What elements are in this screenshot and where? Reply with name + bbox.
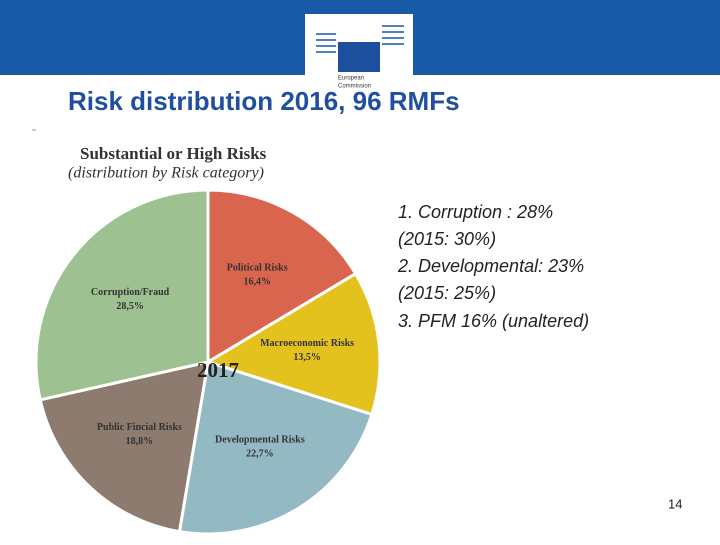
center-label: 2017	[197, 358, 239, 382]
logo-building	[316, 25, 404, 53]
slice-value: 28,5%	[116, 301, 144, 312]
slice-label: Public Fincial Risks	[97, 422, 182, 433]
chart-title: Substantial or High Risks	[80, 144, 267, 163]
note: 3. PFM 16% (unaltered)	[398, 311, 589, 331]
note: (2015: 25%)	[398, 283, 496, 303]
logo-text: Commission	[338, 84, 371, 90]
page-number: 14	[668, 496, 682, 511]
pie-slice	[204, 271, 382, 417]
note: 1. Corruption : 28%	[398, 202, 553, 222]
slice-value: 13,5%	[293, 352, 321, 363]
slice-value: 16,4%	[243, 277, 271, 288]
pie-slice	[34, 188, 210, 402]
logo-flag	[338, 42, 380, 72]
slice-value: 22,7%	[246, 448, 274, 459]
note: (2015: 30%)	[398, 229, 496, 249]
pie-slice	[177, 360, 374, 536]
slice-value: 18,8%	[126, 436, 154, 447]
logo-text: European	[338, 76, 364, 82]
slice-label: Political Risks	[227, 263, 288, 274]
pie-slice	[206, 188, 358, 365]
note: 2. Developmental: 23%	[397, 256, 584, 276]
slice-label: Developmental Risks	[215, 434, 305, 445]
chart-subtitle: (distribution by Risk category)	[68, 165, 264, 182]
slice-label: Corruption/Fraud	[91, 287, 170, 298]
pie-slice	[38, 360, 210, 534]
slice-label: Macroeconomic Risks	[260, 338, 354, 349]
pie: Political Risks 16,4% Macroeconomic Risks 1…	[34, 188, 382, 536]
notes: 1. Corruption : 28% (2015: 30%) 2. Devel…	[397, 202, 589, 331]
slide-title: Risk distribution 2016, 96 RMFs	[68, 86, 460, 116]
